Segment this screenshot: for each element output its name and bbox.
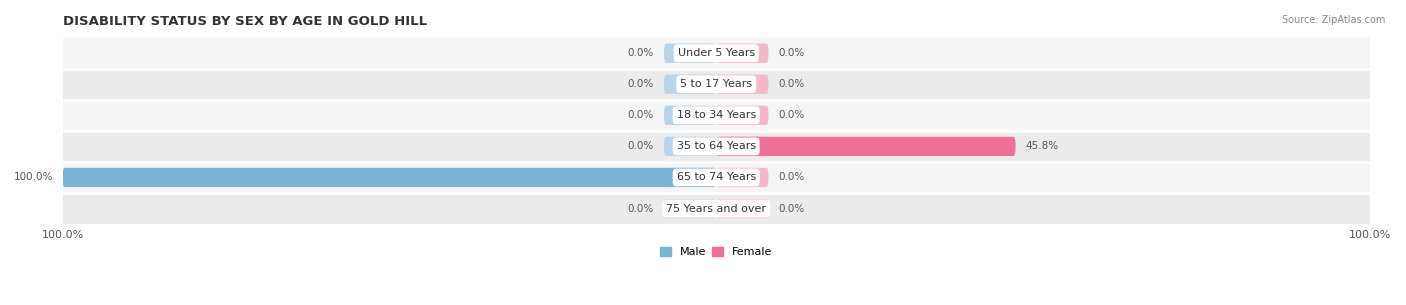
FancyBboxPatch shape — [62, 162, 1369, 193]
Text: 35 to 64 Years: 35 to 64 Years — [676, 142, 756, 151]
Text: Under 5 Years: Under 5 Years — [678, 48, 755, 58]
Text: 0.0%: 0.0% — [779, 48, 804, 58]
Text: 18 to 34 Years: 18 to 34 Years — [676, 110, 756, 120]
FancyBboxPatch shape — [716, 168, 769, 187]
Legend: Male, Female: Male, Female — [655, 242, 778, 262]
Text: 0.0%: 0.0% — [628, 110, 654, 120]
Text: 5 to 17 Years: 5 to 17 Years — [681, 79, 752, 89]
Text: DISABILITY STATUS BY SEX BY AGE IN GOLD HILL: DISABILITY STATUS BY SEX BY AGE IN GOLD … — [62, 15, 426, 28]
FancyBboxPatch shape — [664, 199, 716, 218]
Text: 0.0%: 0.0% — [628, 48, 654, 58]
Text: 0.0%: 0.0% — [779, 203, 804, 213]
FancyBboxPatch shape — [664, 75, 716, 94]
FancyBboxPatch shape — [716, 106, 769, 125]
Text: 0.0%: 0.0% — [628, 142, 654, 151]
FancyBboxPatch shape — [664, 137, 716, 156]
Text: 100.0%: 100.0% — [14, 172, 53, 182]
FancyBboxPatch shape — [716, 199, 769, 218]
Text: 45.8%: 45.8% — [1025, 142, 1059, 151]
Text: 0.0%: 0.0% — [628, 203, 654, 213]
FancyBboxPatch shape — [62, 193, 1369, 224]
Text: 0.0%: 0.0% — [779, 79, 804, 89]
Text: 75 Years and over: 75 Years and over — [666, 203, 766, 213]
FancyBboxPatch shape — [62, 69, 1369, 100]
FancyBboxPatch shape — [62, 38, 1369, 69]
FancyBboxPatch shape — [664, 44, 716, 63]
FancyBboxPatch shape — [664, 168, 716, 187]
Text: 0.0%: 0.0% — [628, 79, 654, 89]
FancyBboxPatch shape — [62, 100, 1369, 131]
FancyBboxPatch shape — [62, 131, 1369, 162]
Text: 65 to 74 Years: 65 to 74 Years — [676, 172, 756, 182]
Text: 0.0%: 0.0% — [779, 110, 804, 120]
FancyBboxPatch shape — [716, 137, 1015, 156]
FancyBboxPatch shape — [716, 44, 769, 63]
FancyBboxPatch shape — [716, 137, 769, 156]
FancyBboxPatch shape — [664, 106, 716, 125]
Text: Source: ZipAtlas.com: Source: ZipAtlas.com — [1281, 15, 1385, 25]
Text: 0.0%: 0.0% — [779, 172, 804, 182]
FancyBboxPatch shape — [716, 75, 769, 94]
FancyBboxPatch shape — [62, 168, 716, 187]
